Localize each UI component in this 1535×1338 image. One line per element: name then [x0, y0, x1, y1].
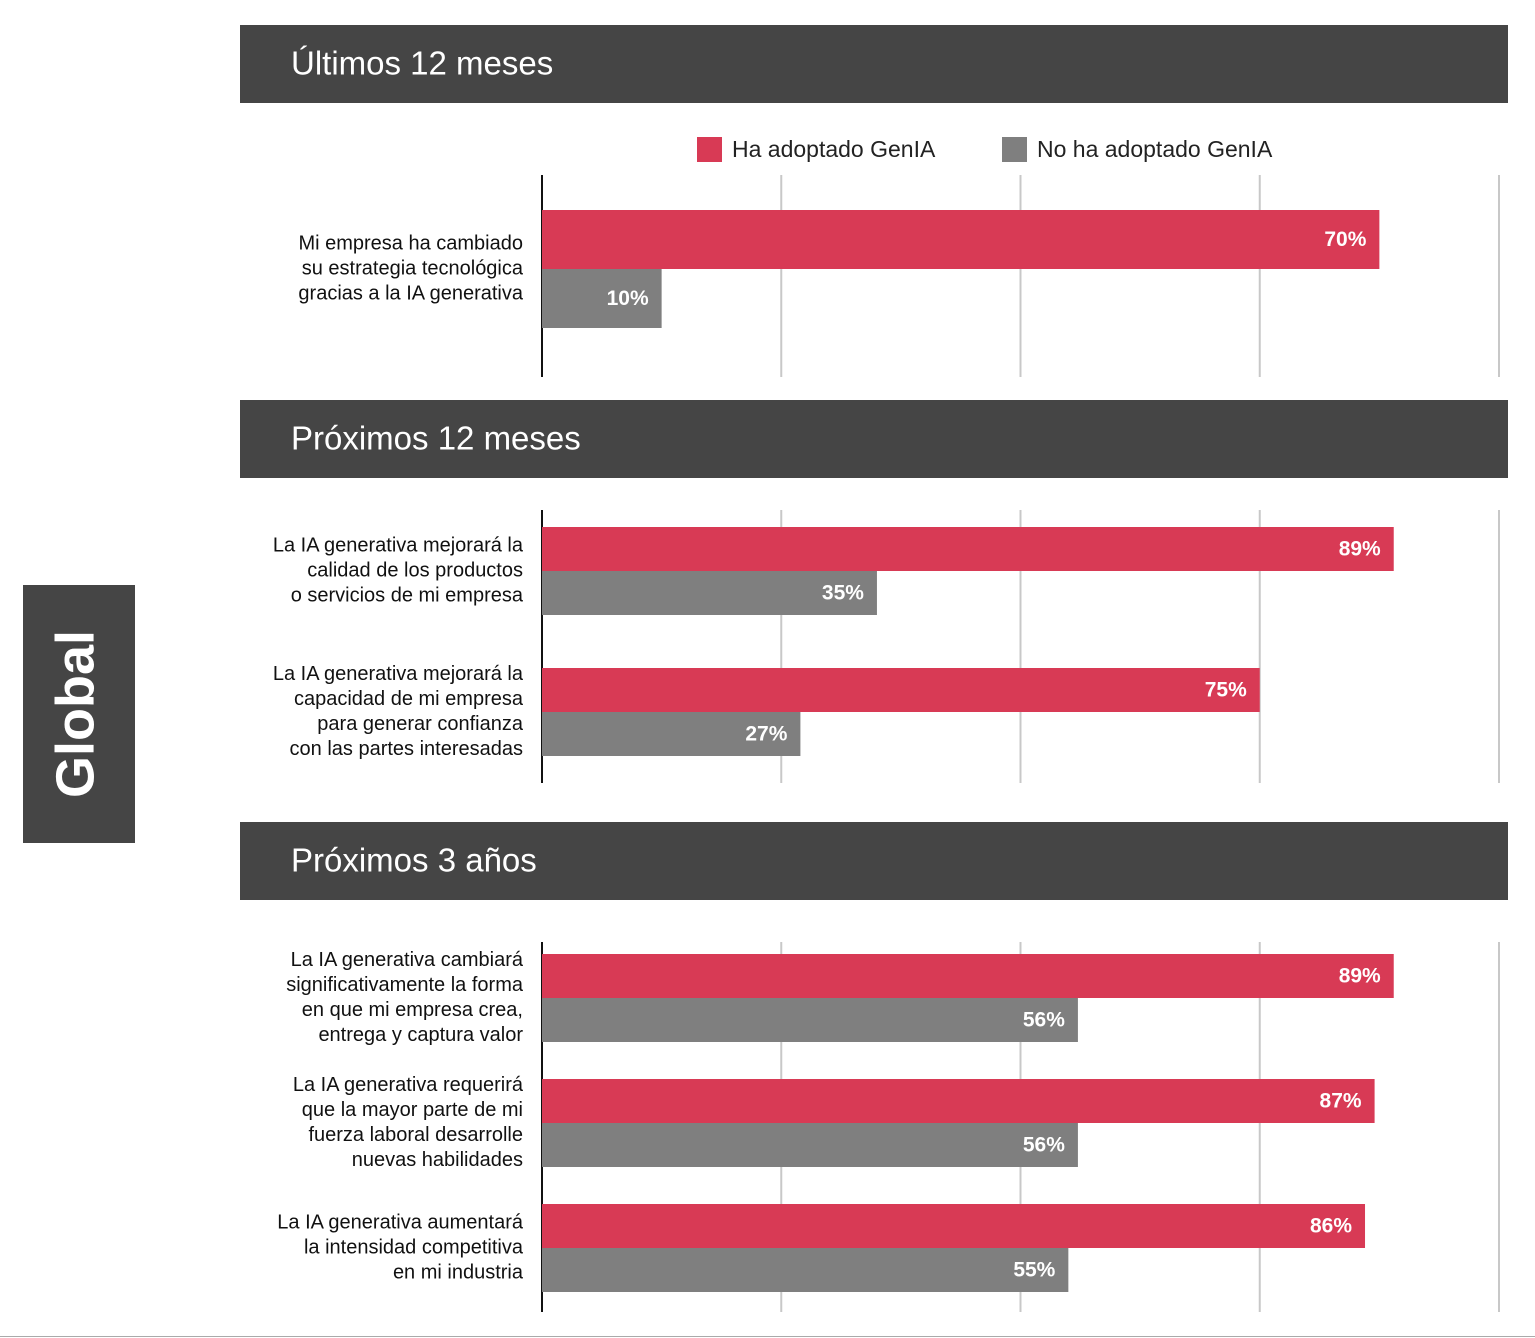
category-label: en que mi empresa crea, [302, 999, 523, 1021]
category-label: entrega y captura valor [318, 1024, 523, 1046]
category-label: fuerza laboral desarrolle [308, 1124, 523, 1146]
value-label: 56% [1023, 1134, 1065, 1157]
category-label: para generar confianza [317, 713, 524, 735]
category-label: con las partes interesadas [290, 738, 523, 760]
category-label: la intensidad competitiva [304, 1236, 524, 1258]
panel-title: Próximos 12 meses [291, 420, 581, 457]
value-label: 75% [1205, 679, 1247, 702]
legend-swatch [1002, 137, 1027, 162]
value-label: 27% [745, 723, 787, 746]
bar [542, 954, 1394, 998]
value-label: 10% [607, 287, 649, 310]
value-label: 56% [1023, 1009, 1065, 1032]
bar [542, 712, 801, 756]
value-label: 89% [1339, 965, 1381, 988]
category-label: su estrategia tecnológica [302, 257, 524, 279]
category-label: nuevas habilidades [352, 1149, 523, 1171]
category-label: calidad de los productos [307, 559, 523, 581]
value-label: 70% [1324, 228, 1366, 251]
category-label: significativamente la forma [286, 974, 524, 996]
bar [542, 1204, 1366, 1248]
panel-title: Próximos 3 años [291, 842, 537, 879]
category-label: La IA generativa aumentará [277, 1211, 524, 1233]
category-label: capacidad de mi empresa [294, 688, 524, 710]
category-label: en mi industria [393, 1261, 524, 1283]
legend-label: No ha adoptado GenIA [1037, 136, 1273, 162]
category-label: La IA generativa mejorará la [273, 534, 524, 556]
category-label: La IA generativa cambiará [291, 949, 524, 971]
value-label: 55% [1013, 1259, 1055, 1282]
category-label: o servicios de mi empresa [291, 584, 524, 606]
category-label: que la mayor parte de mi [302, 1099, 523, 1121]
bar [542, 1123, 1078, 1167]
value-label: 87% [1320, 1090, 1362, 1113]
category-label: Mi empresa ha cambiado [298, 232, 523, 254]
category-label: gracias a la IA generativa [298, 282, 523, 304]
bar [542, 527, 1394, 571]
category-label: La IA generativa requerirá [293, 1074, 524, 1096]
value-label: 89% [1339, 538, 1381, 561]
bar [542, 998, 1078, 1042]
side-label-box [23, 585, 135, 843]
panel-header [240, 822, 1508, 900]
bar [542, 269, 662, 328]
legend-label: Ha adoptado GenIA [732, 136, 936, 162]
bar [542, 668, 1260, 712]
value-label: 35% [822, 582, 864, 605]
bar [542, 1248, 1069, 1292]
panel-header [240, 400, 1508, 478]
bar [542, 571, 877, 615]
bar [542, 210, 1380, 269]
panel-title: Últimos 12 meses [291, 45, 553, 82]
legend-swatch [697, 137, 722, 162]
bar [542, 1079, 1375, 1123]
side-label: Global [45, 630, 105, 798]
category-label: La IA generativa mejorará la [273, 663, 524, 685]
panel-header [240, 25, 1508, 103]
value-label: 86% [1310, 1215, 1352, 1238]
